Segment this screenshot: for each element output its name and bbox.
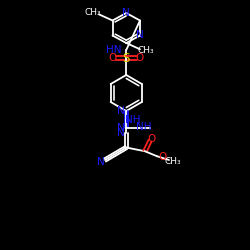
Text: N: N xyxy=(97,157,105,167)
Text: N: N xyxy=(118,106,125,116)
Text: O: O xyxy=(158,152,167,162)
Text: CH₃: CH₃ xyxy=(138,46,154,55)
Text: O: O xyxy=(108,53,117,63)
Text: HN: HN xyxy=(106,45,121,55)
Text: CH₃: CH₃ xyxy=(164,157,181,166)
Text: N: N xyxy=(136,30,144,40)
Text: S: S xyxy=(122,52,130,64)
Text: CH₃: CH₃ xyxy=(84,8,101,18)
Text: N: N xyxy=(117,128,124,138)
Text: O: O xyxy=(136,53,144,63)
Text: N: N xyxy=(118,123,125,133)
Text: NH: NH xyxy=(136,122,151,132)
Text: O: O xyxy=(148,134,156,144)
Text: N: N xyxy=(122,8,130,18)
Text: NH: NH xyxy=(126,115,141,125)
